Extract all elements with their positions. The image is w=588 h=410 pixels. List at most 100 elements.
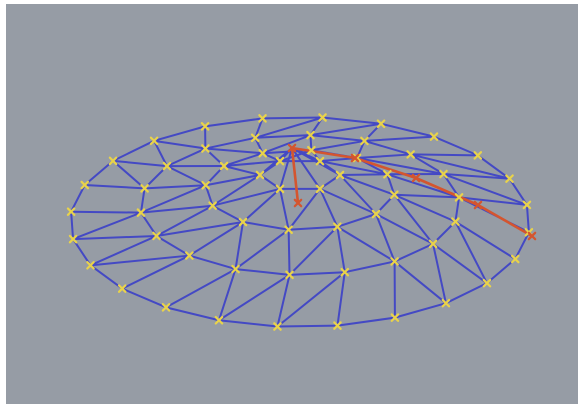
mesh-edge	[386, 173, 461, 199]
highlighted-edge	[290, 146, 300, 205]
mesh-edge	[223, 152, 264, 167]
viewport-background	[6, 4, 578, 404]
mesh-edge	[241, 220, 290, 231]
mesh-edge	[343, 260, 396, 274]
mesh-node-marker	[376, 119, 386, 129]
mesh-edge	[234, 268, 291, 276]
mesh-edge	[188, 220, 244, 257]
mesh-edge	[356, 153, 412, 160]
mesh-edge	[508, 177, 528, 206]
mesh-edge	[336, 213, 377, 228]
mesh-edge	[279, 147, 293, 190]
mesh-edge	[204, 117, 264, 128]
mesh-edge	[514, 231, 530, 260]
mesh-edge	[336, 225, 346, 274]
mesh-edge	[254, 117, 264, 139]
mesh-edge	[319, 160, 389, 176]
highlighted-edge	[476, 203, 534, 238]
mesh-edge	[89, 234, 158, 267]
mesh-node-marker	[238, 217, 248, 227]
mesh-edge	[223, 164, 261, 176]
mesh-edge	[254, 134, 312, 139]
mesh-edge	[112, 139, 156, 162]
mesh-edge	[380, 122, 435, 138]
mesh-node-marker	[140, 184, 149, 193]
mesh-node-marker	[208, 201, 217, 211]
mesh-node-marker	[390, 313, 400, 322]
mesh-edge	[70, 210, 75, 241]
mesh-node-marker	[149, 136, 159, 146]
highlighted-node-marker	[411, 173, 421, 183]
mesh-edge	[393, 302, 447, 319]
mesh-node-marker	[473, 151, 483, 160]
mesh-edge	[409, 153, 479, 157]
mesh-edge	[432, 135, 479, 157]
mesh-node-marker	[219, 161, 229, 171]
highlighted-node-marker	[473, 200, 483, 210]
mesh-node-marker	[80, 180, 90, 190]
mesh-edge	[143, 184, 207, 190]
mesh-edge	[217, 319, 279, 328]
mesh-edge	[89, 264, 124, 290]
mesh-edge	[204, 136, 257, 150]
mesh-node-marker	[284, 225, 293, 235]
mesh-node-marker	[333, 321, 342, 330]
mesh-edge	[393, 260, 447, 305]
mesh-node-marker	[406, 150, 415, 159]
mesh-node-marker	[315, 184, 325, 194]
mesh-edge	[309, 134, 366, 142]
mesh-edge	[112, 159, 146, 190]
mesh-edge	[165, 268, 237, 309]
mesh-edge	[217, 273, 291, 322]
mesh-node-marker	[161, 303, 171, 312]
mesh-edge	[261, 152, 281, 163]
mesh-edge	[321, 116, 383, 125]
mesh-edge	[454, 220, 488, 285]
mesh-node-marker	[383, 169, 392, 179]
mesh-edge	[525, 203, 530, 234]
mesh-edge	[223, 160, 281, 167]
mesh-edge	[319, 187, 339, 228]
mesh-edge	[309, 134, 313, 152]
mesh-edge	[72, 234, 158, 241]
mesh-edge	[165, 306, 220, 322]
mesh-node-marker	[108, 156, 118, 166]
mesh-node-marker	[250, 133, 260, 143]
mesh-node-marker	[340, 267, 350, 277]
mesh-node-marker	[390, 257, 399, 266]
mesh-node-marker	[428, 239, 438, 249]
highlighted-edge	[290, 146, 357, 160]
mesh-edge	[393, 242, 435, 263]
mesh-edge	[336, 271, 346, 327]
mesh-node-marker	[371, 209, 381, 219]
mesh-node-marker	[352, 153, 362, 163]
mesh-edge	[188, 254, 237, 271]
mesh-node-marker	[152, 231, 161, 241]
mesh-node-marker	[273, 322, 282, 331]
mesh-node-marker	[522, 200, 532, 210]
mesh-edge	[409, 153, 511, 180]
mesh-edge	[276, 324, 339, 328]
highlighted-edge	[353, 156, 418, 180]
mesh-edge	[211, 174, 261, 207]
mesh-node-marker	[285, 270, 294, 280]
highlighted-edges	[290, 146, 534, 238]
mesh-node-marker	[482, 278, 492, 288]
mesh-edge	[155, 234, 191, 257]
mesh-edge	[204, 184, 214, 207]
mesh-edge	[454, 220, 517, 260]
mesh-edge	[336, 225, 396, 263]
mesh-edge	[432, 242, 447, 305]
mesh-edge	[276, 271, 346, 328]
highlighted-node-marker	[350, 153, 360, 163]
mesh-edge	[139, 184, 207, 214]
mesh-node-marker	[231, 264, 240, 274]
highlighted-edge	[414, 176, 480, 207]
mesh-node-marker	[333, 222, 342, 232]
mesh-edge	[83, 184, 146, 190]
mesh-node-marker	[390, 190, 399, 200]
mesh-edge	[211, 204, 244, 223]
mesh-edge	[393, 193, 435, 245]
